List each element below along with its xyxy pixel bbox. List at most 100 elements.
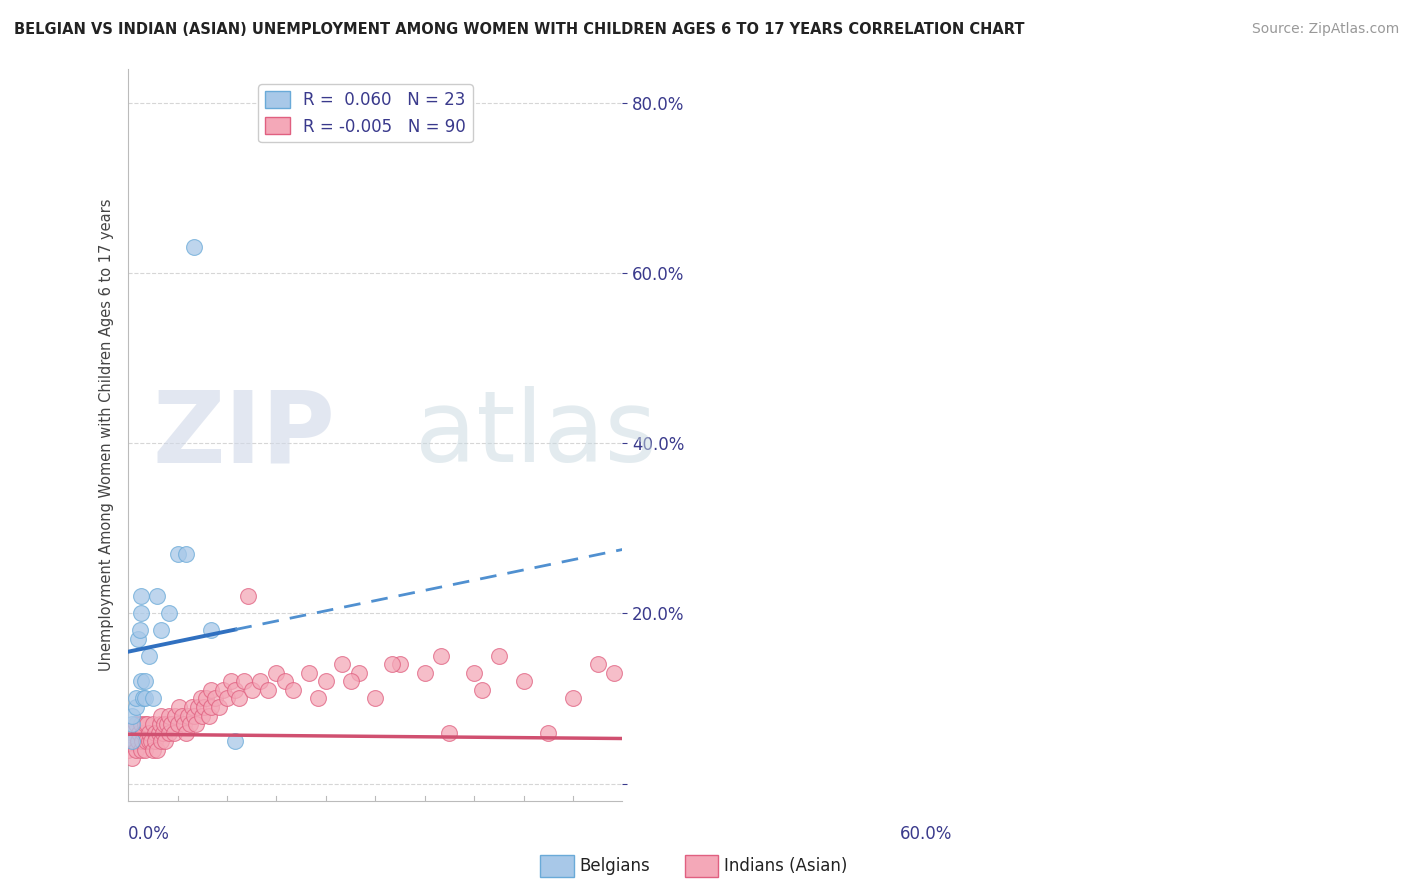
Point	[183, 240, 205, 254]
Point	[488, 648, 510, 663]
Point	[198, 708, 221, 723]
Point	[134, 742, 156, 756]
Point	[208, 700, 231, 714]
Point	[125, 691, 148, 706]
Point	[121, 751, 143, 765]
Point	[121, 708, 143, 723]
Point	[187, 700, 209, 714]
Point	[274, 674, 297, 689]
Point	[562, 691, 585, 706]
Point	[174, 725, 197, 739]
Point	[176, 708, 198, 723]
Point	[249, 674, 271, 689]
Point	[160, 717, 183, 731]
Point	[439, 725, 461, 739]
Point	[121, 717, 143, 731]
Text: 0.0%: 0.0%	[128, 825, 170, 843]
Point	[143, 725, 166, 739]
Point	[586, 657, 609, 672]
Point	[257, 683, 280, 698]
Point	[430, 648, 453, 663]
Point	[212, 683, 235, 698]
Point	[298, 665, 321, 680]
Point	[166, 717, 188, 731]
Point	[129, 717, 152, 731]
Point	[166, 547, 188, 561]
Point	[159, 725, 181, 739]
Point	[117, 742, 139, 756]
Point	[471, 683, 494, 698]
Point	[240, 683, 263, 698]
Point	[165, 708, 187, 723]
Point	[190, 691, 212, 706]
Point	[183, 708, 205, 723]
Point	[125, 717, 148, 731]
Point	[148, 717, 170, 731]
Point	[228, 691, 250, 706]
Point	[162, 725, 184, 739]
Point	[148, 725, 170, 739]
Point	[173, 717, 195, 731]
Point	[339, 674, 361, 689]
Point	[145, 734, 167, 748]
Text: atlas: atlas	[415, 386, 657, 483]
Point	[156, 717, 179, 731]
Point	[512, 674, 534, 689]
Point	[150, 624, 173, 638]
Point	[184, 717, 207, 731]
Point	[281, 683, 304, 698]
Point	[131, 734, 153, 748]
Point	[195, 691, 218, 706]
Point	[150, 708, 173, 723]
Point	[159, 607, 181, 621]
Point	[142, 742, 165, 756]
Point	[332, 657, 354, 672]
Point	[138, 725, 160, 739]
Legend: R =  0.060   N = 23, R = -0.005   N = 90: R = 0.060 N = 23, R = -0.005 N = 90	[259, 84, 472, 142]
Point	[150, 734, 173, 748]
Point	[236, 590, 259, 604]
Point	[136, 717, 159, 731]
Point	[537, 725, 560, 739]
Text: 60.0%: 60.0%	[900, 825, 952, 843]
Point	[129, 607, 152, 621]
Point	[122, 734, 145, 748]
Point	[224, 683, 246, 698]
Point	[146, 590, 169, 604]
Text: ZIP: ZIP	[153, 386, 336, 483]
Point	[200, 624, 222, 638]
Point	[204, 691, 226, 706]
Point	[146, 742, 169, 756]
Point	[169, 700, 191, 714]
Point	[142, 717, 165, 731]
Point	[142, 691, 165, 706]
Point	[127, 632, 149, 646]
Point	[132, 725, 155, 739]
Point	[132, 691, 155, 706]
Point	[134, 717, 156, 731]
Point	[463, 665, 485, 680]
Point	[121, 734, 143, 748]
Point	[191, 708, 214, 723]
Point	[266, 665, 288, 680]
Point	[152, 717, 174, 731]
Point	[413, 665, 436, 680]
Y-axis label: Unemployment Among Women with Children Ages 6 to 17 years: Unemployment Among Women with Children A…	[100, 198, 114, 671]
Point	[217, 691, 239, 706]
Point	[129, 742, 152, 756]
Point	[315, 674, 337, 689]
Point	[138, 734, 160, 748]
Point	[141, 734, 163, 748]
Text: Source: ZipAtlas.com: Source: ZipAtlas.com	[1251, 22, 1399, 37]
Text: Indians (Asian): Indians (Asian)	[724, 857, 848, 875]
Point	[127, 734, 149, 748]
Point	[129, 674, 152, 689]
Point	[381, 657, 404, 672]
Point	[170, 708, 193, 723]
Text: BELGIAN VS INDIAN (ASIAN) UNEMPLOYMENT AMONG WOMEN WITH CHILDREN AGES 6 TO 17 YE: BELGIAN VS INDIAN (ASIAN) UNEMPLOYMENT A…	[14, 22, 1025, 37]
Point	[121, 725, 143, 739]
Point	[138, 648, 160, 663]
Text: Belgians: Belgians	[579, 857, 650, 875]
Point	[232, 674, 254, 689]
Point	[134, 691, 156, 706]
